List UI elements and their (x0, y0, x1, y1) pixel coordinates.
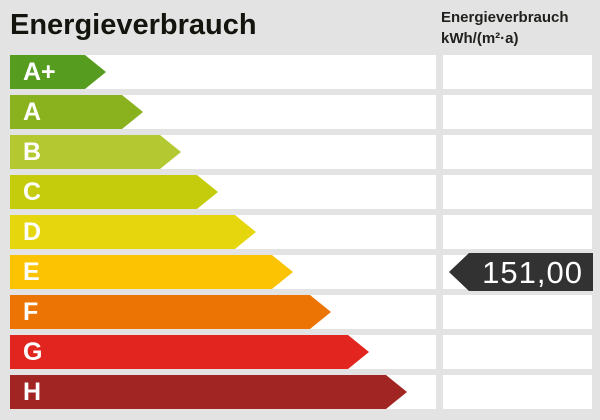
page-title: Energieverbrauch (10, 9, 257, 41)
scale-row-g: G (0, 335, 600, 369)
class-letter: H (23, 377, 42, 406)
value-track (443, 375, 592, 409)
value-arrow-icon: 151,00 (449, 253, 593, 291)
unit-header-line2: kWh/(m²·a) (441, 30, 519, 47)
class-letter: D (23, 217, 42, 246)
value-track (443, 55, 592, 89)
value-track (443, 215, 592, 249)
value-track (443, 335, 592, 369)
class-letter: F (23, 297, 39, 326)
value-track (443, 95, 592, 129)
class-arrow-icon: H (10, 375, 407, 409)
value-track (443, 175, 592, 209)
class-arrow-icon: A+ (10, 55, 106, 89)
value-track (443, 295, 592, 329)
class-arrow-icon: F (10, 295, 331, 329)
class-letter: C (23, 177, 42, 206)
unit-header-line1: Energieverbrauch (441, 9, 569, 26)
class-arrow-icon: B (10, 135, 181, 169)
scale-row-f: F (0, 295, 600, 329)
class-letter: A+ (23, 57, 56, 86)
class-arrow-icon: E (10, 255, 293, 289)
class-letter: G (23, 337, 43, 366)
scale-row-c: C (0, 175, 600, 209)
scale-row-h: H (0, 375, 600, 409)
scale-row-d: D (0, 215, 600, 249)
class-letter: E (23, 257, 40, 286)
class-arrow-icon: D (10, 215, 256, 249)
class-arrow-icon: A (10, 95, 143, 129)
scale-row-e: E 151,00 (0, 253, 600, 291)
scale-row-b: B (0, 135, 600, 169)
value-text: 151,00 (482, 254, 583, 290)
class-letter: A (23, 97, 42, 126)
class-arrow-icon: G (10, 335, 369, 369)
class-arrow-icon: C (10, 175, 218, 209)
scale-row-a: A (0, 95, 600, 129)
class-letter: B (23, 137, 42, 166)
scale-row-aplus: A+ (0, 55, 600, 89)
unit-header: Energieverbrauch kWh/(m²·a) (441, 7, 593, 49)
scale-rows: A+ A B C D E 151,00 F G H (0, 55, 600, 409)
value-track (443, 135, 592, 169)
